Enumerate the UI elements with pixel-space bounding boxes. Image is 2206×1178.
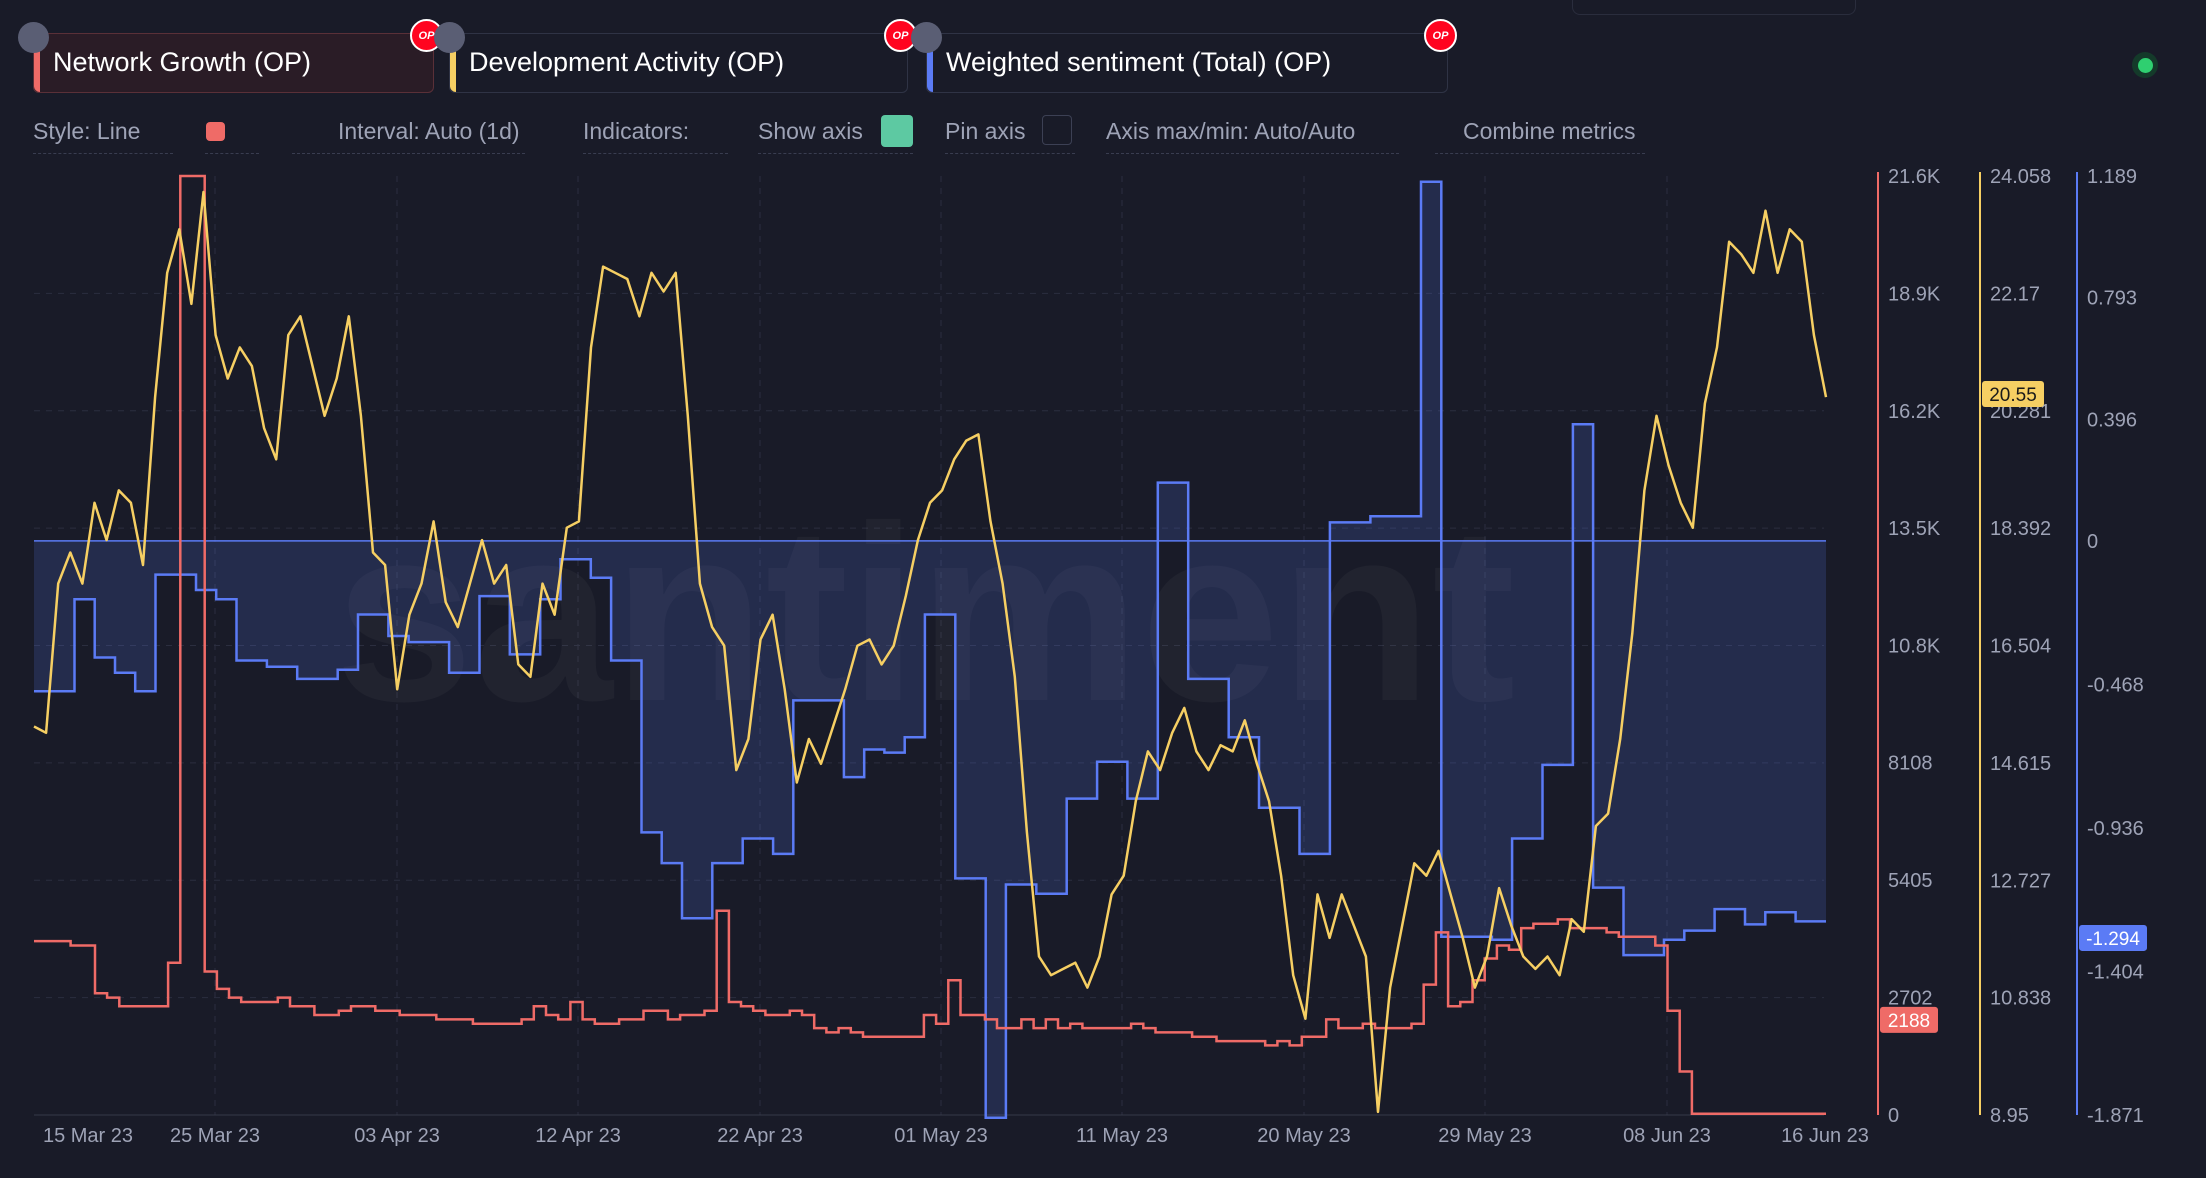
metric-label: Weighted sentiment (Total) (OP) <box>946 47 1332 77</box>
x-tick-label: 25 Mar 23 <box>170 1125 260 1147</box>
style-selector[interactable]: Style: Line <box>33 118 173 154</box>
series-line-development-activity <box>33 190 1828 1114</box>
metric-label: Development Activity (OP) <box>469 47 785 77</box>
y-tick-label: -0.936 <box>2087 818 2144 840</box>
show-axis-toggle[interactable]: Show axis <box>758 115 913 154</box>
drag-handle-icon[interactable] <box>434 22 465 53</box>
y-tick-label: 21.6K <box>1888 166 1941 188</box>
x-tick-label: 01 May 23 <box>894 1125 987 1147</box>
current-value-label: 2188 <box>1888 1011 1930 1032</box>
y-tick-label: 24.058 <box>1990 166 2051 188</box>
y-tick-label: 0.793 <box>2087 288 2137 310</box>
drag-handle-icon[interactable] <box>18 22 49 53</box>
x-tick-label: 08 Jun 23 <box>1623 1125 1711 1147</box>
optimism-token-icon: OP <box>1424 19 1457 52</box>
metric-color-stripe <box>34 34 40 92</box>
combine-metrics-button[interactable]: Combine metrics <box>1435 118 1645 154</box>
current-value-badge <box>1982 381 2044 408</box>
y-tick-label: -1.404 <box>2087 962 2144 984</box>
y-tick-label: 18.9K <box>1888 283 1941 305</box>
y-tick-label: 2702 <box>1888 988 1933 1010</box>
metric-color-stripe <box>450 34 456 92</box>
y-tick-label: 16.2K <box>1888 401 1941 423</box>
y-tick-label: 0 <box>1888 1105 1899 1127</box>
y-tick-label: 1.189 <box>2087 166 2137 188</box>
y-tick-label: 13.5K <box>1888 518 1941 540</box>
show-axis-checkbox[interactable] <box>881 115 913 147</box>
y-tick-label: 0 <box>2087 531 2098 553</box>
y-tick-label: 0.396 <box>2087 409 2137 431</box>
interval-selector[interactable]: Interval: Auto (1d) <box>292 118 525 154</box>
y-tick-label: 5405 <box>1888 870 1933 892</box>
current-value-badge <box>2079 924 2147 951</box>
pin-axis-label: Pin axis <box>945 118 1026 144</box>
y-tick-label: -1.871 <box>2087 1105 2144 1127</box>
show-axis-label: Show axis <box>758 118 863 144</box>
current-value-badge <box>1880 1006 1938 1033</box>
pin-axis-toggle[interactable]: Pin axis <box>945 115 1075 154</box>
x-tick-label: 29 May 23 <box>1438 1125 1531 1147</box>
drag-handle-icon[interactable] <box>911 22 942 53</box>
y-tick-label: 8108 <box>1888 753 1933 775</box>
y-tick-label: -0.468 <box>2087 674 2144 696</box>
x-tick-label: 11 May 23 <box>1076 1125 1168 1147</box>
sentiment-area <box>34 181 1826 1118</box>
series-line-weighted-sentiment <box>34 180 1826 1120</box>
y-tick-label: 10.838 <box>1990 988 2051 1010</box>
indicators-menu[interactable]: Indicators: <box>583 118 728 154</box>
x-tick-label: 15 Mar 23 <box>43 1125 133 1147</box>
x-tick-label: 03 Apr 23 <box>354 1125 440 1147</box>
y-tick-label: 22.17 <box>1990 283 2040 305</box>
current-value-label: 20.55 <box>1989 385 2037 406</box>
top-panel-edge <box>1572 0 1856 15</box>
series-line-network-growth <box>34 174 1826 1115</box>
current-value-label: -1.294 <box>2086 929 2140 950</box>
y-tick-label: 12.727 <box>1990 870 2051 892</box>
y-tick-label: 16.504 <box>1990 636 2051 658</box>
metric-tab-network-growth[interactable]: Network Growth (OP) OP <box>18 19 443 93</box>
y-tick-label: 10.8K <box>1888 636 1941 658</box>
live-status-icon <box>2132 52 2158 78</box>
y-tick-label: 18.392 <box>1990 518 2051 540</box>
x-tick-label: 12 Apr 23 <box>535 1125 621 1147</box>
x-tick-label: 22 Apr 23 <box>717 1125 803 1147</box>
pin-axis-checkbox[interactable] <box>1042 115 1072 145</box>
color-picker-button[interactable] <box>205 118 259 154</box>
axis-max-min-selector[interactable]: Axis max/min: Auto/Auto <box>1106 118 1399 154</box>
color-swatch <box>206 122 225 141</box>
y-tick-label: 8.95 <box>1990 1105 2029 1127</box>
y-tick-label: 14.615 <box>1990 753 2051 775</box>
metric-color-stripe <box>927 34 933 92</box>
optimism-token-icon: OP <box>410 19 443 52</box>
metric-label: Network Growth (OP) <box>53 47 312 77</box>
x-tick-label: 16 Jun 23 <box>1781 1125 1869 1147</box>
x-tick-label: 20 May 23 <box>1257 1125 1350 1147</box>
metric-tab-weighted-sentiment[interactable]: Weighted sentiment (Total) (OP) OP <box>911 19 1457 93</box>
